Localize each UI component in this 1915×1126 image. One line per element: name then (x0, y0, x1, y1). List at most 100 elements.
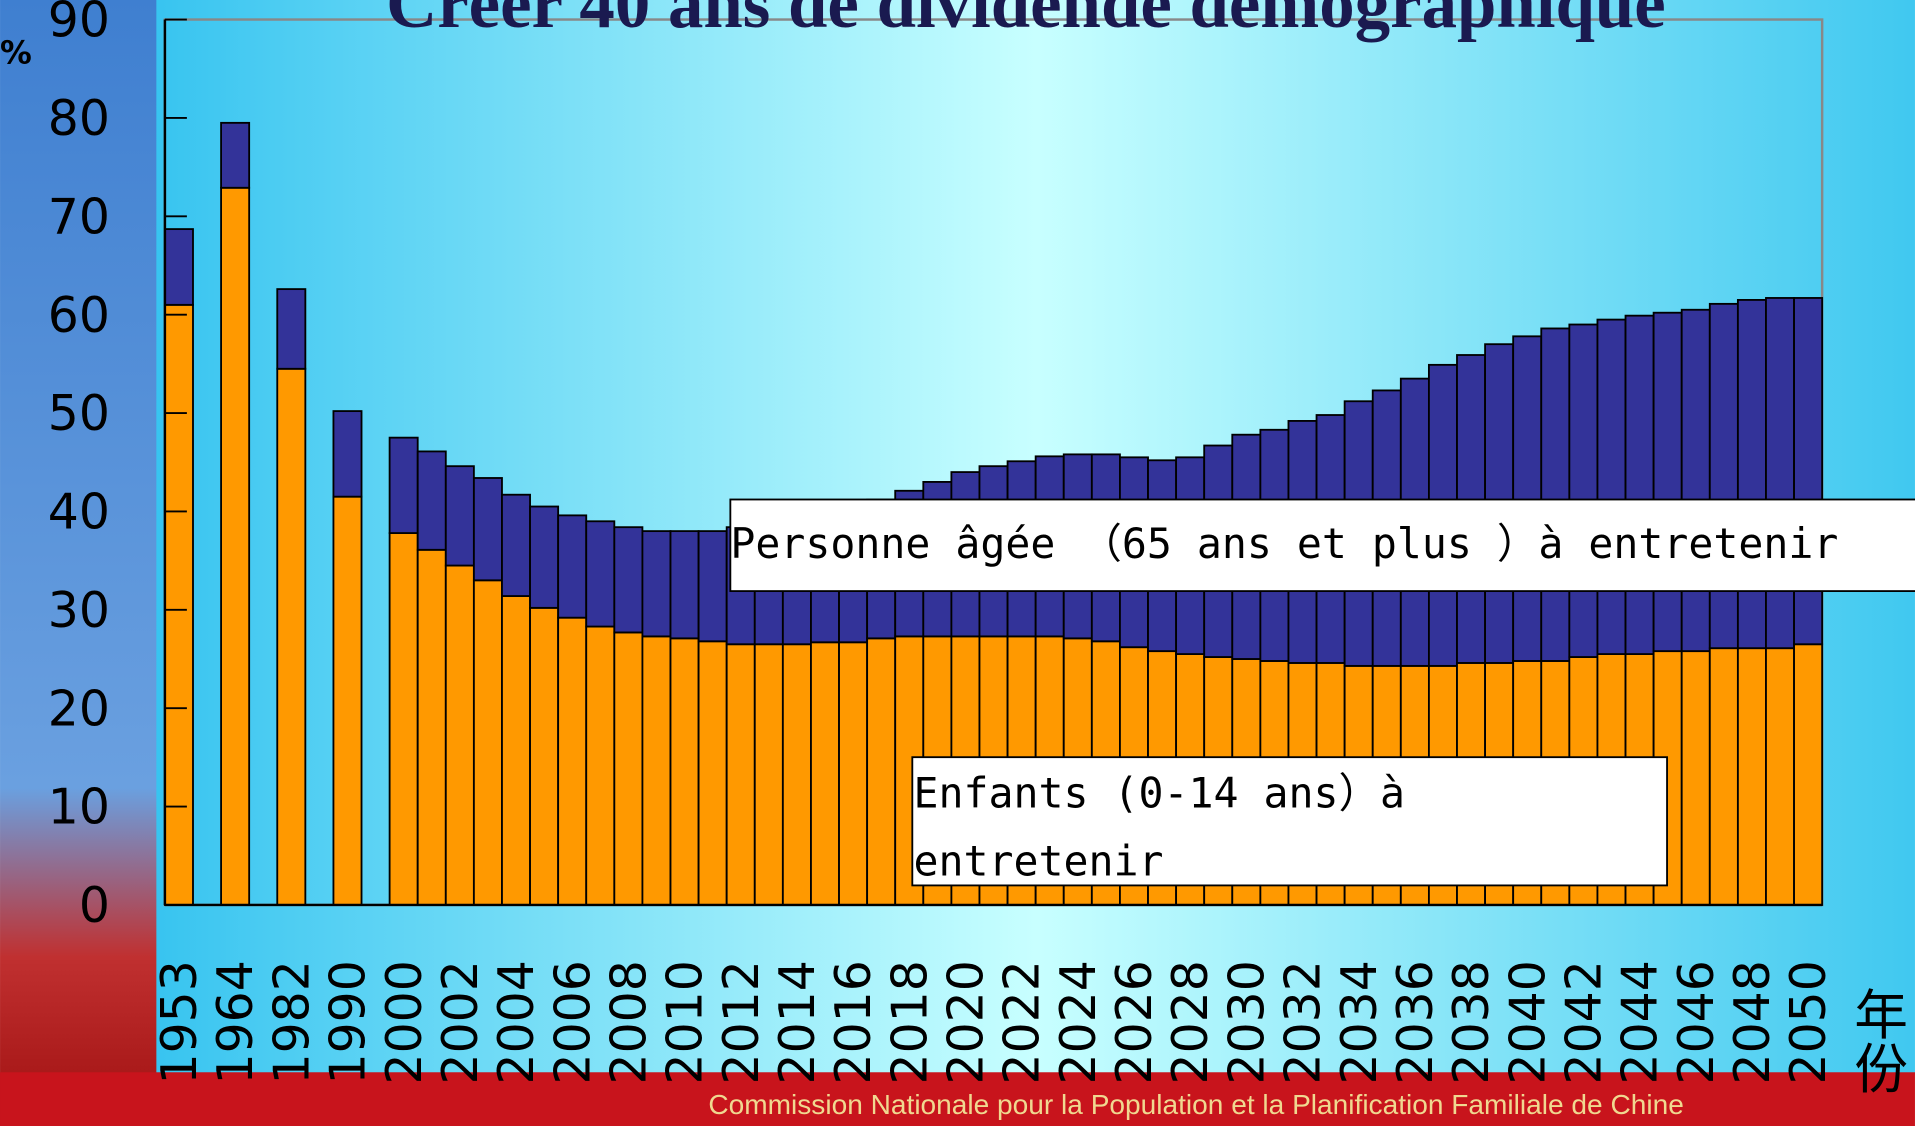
bar-segment (641, 530, 672, 638)
bar-segment (1540, 327, 1571, 662)
bar-segment (557, 514, 588, 619)
chart-title: Créer 40 ans de dividende démographique (386, 0, 1666, 43)
x-tick-label: 2022 (994, 960, 1051, 1084)
y-tick-label: 20 (48, 680, 110, 737)
legend-label: Personne âgée （65 ans et plus ）à entrete… (730, 520, 1839, 570)
legend-item: Enfants (0-14 ans）à entretenir (913, 769, 1406, 887)
bar-segment (163, 228, 194, 306)
bar-segment (1708, 647, 1739, 906)
y-tick-label: 10 (48, 779, 110, 836)
x-tick-label: 2038 (1443, 960, 1500, 1084)
x-tick-label: 2028 (1162, 960, 1219, 1084)
bar-segment (641, 635, 672, 906)
bar-segment (529, 505, 560, 609)
bar-segment (838, 641, 869, 906)
legend-item: Personne âgée （65 ans et plus ）à entrete… (730, 520, 1839, 570)
bar-segment (332, 495, 363, 906)
x-tick-label: 2032 (1275, 960, 1332, 1084)
bar-segment (529, 606, 560, 906)
y-tick-label: 80 (48, 90, 110, 147)
bar-segment (472, 477, 503, 582)
bar-segment (276, 367, 307, 906)
x-tick-label: 2010 (657, 960, 714, 1084)
bar-segment (1736, 299, 1767, 650)
x-tick-label: 2034 (1331, 960, 1388, 1084)
bar-segment (444, 564, 475, 906)
bar-segment (753, 643, 784, 906)
x-tick-label: 2018 (881, 960, 938, 1084)
legend-label: Enfants (0-14 ans）à entretenir (913, 769, 1406, 887)
x-tick-label: 2016 (825, 960, 882, 1084)
x-tick-label: 2048 (1724, 960, 1781, 1084)
bar-segment (810, 641, 840, 906)
bar-segment (697, 530, 728, 643)
bar-segment (781, 643, 812, 906)
bar-segment (163, 303, 194, 906)
x-tick-label: 2046 (1668, 960, 1725, 1084)
x-tick-label: 2026 (1106, 960, 1163, 1084)
bar-segment (220, 121, 251, 189)
x-tick-label: 2000 (376, 960, 433, 1084)
bar-segment (1624, 314, 1655, 656)
bar-segment (1708, 302, 1739, 650)
x-tick-label: 2044 (1612, 960, 1669, 1084)
bar-segment (416, 450, 447, 551)
bar-segment (1765, 297, 1795, 650)
bar-segment (1765, 647, 1795, 906)
x-tick-label: 1964 (207, 960, 264, 1084)
bar-segment (1652, 311, 1683, 653)
y-axis-label: % (0, 36, 32, 72)
x-tick-label: 2042 (1555, 960, 1612, 1084)
x-tick-label: 2024 (1050, 960, 1107, 1084)
bar-segment (332, 410, 363, 498)
bar-segment (697, 640, 728, 906)
bar-segment (866, 637, 897, 906)
x-tick-label: 2040 (1499, 960, 1556, 1084)
x-tick-label: 2006 (544, 960, 601, 1084)
x-tick-label: 2020 (938, 960, 995, 1084)
bar-segment (388, 532, 419, 906)
bar-segment (725, 643, 756, 906)
x-tick-label: 2012 (713, 960, 770, 1084)
x-tick-label: 2030 (1218, 960, 1275, 1084)
y-tick-label: 0 (79, 877, 110, 934)
x-tick-label: 1982 (263, 960, 320, 1084)
y-tick-label: 90 (48, 0, 110, 49)
y-tick-label: 30 (48, 582, 110, 639)
bar-segment (472, 579, 503, 906)
bar-segment (613, 526, 644, 634)
x-tick-label: 2014 (769, 960, 826, 1084)
footer: Commission Nationale pour la Population … (708, 1089, 1683, 1120)
bar-segment (1596, 318, 1627, 656)
footer-band (0, 1072, 1915, 1126)
bar-segment (444, 465, 475, 567)
y-tick-label: 40 (48, 484, 110, 541)
x-tick-label: 2036 (1387, 960, 1444, 1084)
bar-segment (669, 637, 700, 906)
bar-segment (669, 530, 700, 640)
side-decoration (0, 0, 159, 1126)
bar-segment (1568, 323, 1599, 658)
x-tick-label: 1953 (151, 960, 208, 1084)
bar-segment (388, 436, 419, 534)
bar-segment (1793, 643, 1824, 906)
bar-segment (1680, 308, 1711, 653)
y-tick-label: 60 (48, 287, 110, 344)
legend-box (729, 498, 1915, 593)
legend-box (911, 756, 1668, 887)
bar-segment (276, 288, 307, 370)
x-axis-label: 年份 (1846, 987, 1909, 1094)
bar-segment (220, 186, 251, 906)
bar-segment (501, 493, 531, 597)
y-tick-label: 70 (48, 188, 110, 245)
bar-segment (1793, 297, 1824, 646)
bar-segment (557, 616, 588, 906)
bar-segment (585, 520, 616, 628)
bar-segment (501, 595, 531, 906)
bar-segment (585, 625, 616, 906)
x-tick-label: 1990 (320, 960, 377, 1084)
bar-segment (416, 548, 447, 906)
x-tick-label: 2004 (488, 960, 545, 1084)
